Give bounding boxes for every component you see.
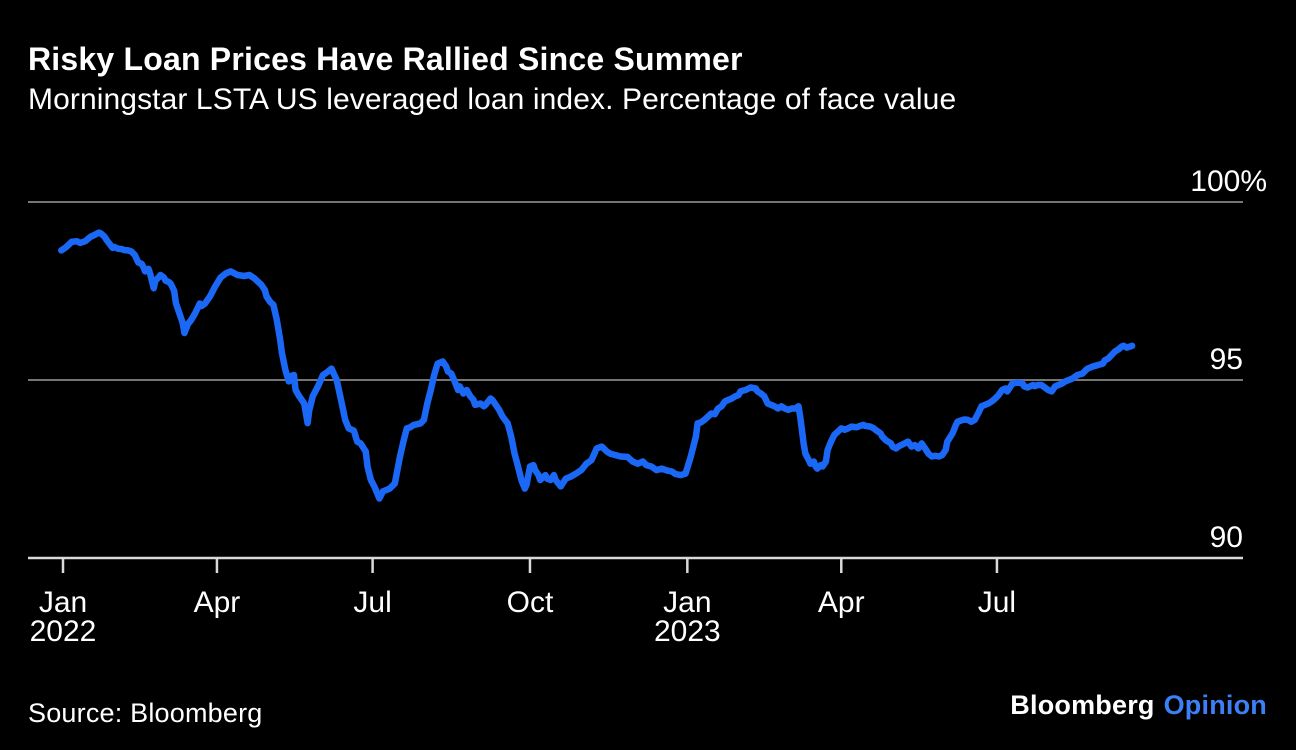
- loan-index-line: [58, 229, 1136, 502]
- x-axis-year-label: 2022: [30, 615, 97, 648]
- chart-subtitle: Morningstar LSTA US leveraged loan index…: [28, 83, 957, 116]
- y-axis-label: 95: [1210, 343, 1243, 376]
- x-axis-month-label: Apr: [194, 586, 241, 619]
- y-axis-label: 90: [1210, 521, 1243, 554]
- brand-bloomberg-text: Bloomberg: [1010, 690, 1155, 720]
- gridlines: [28, 201, 1243, 560]
- chart-title: Risky Loan Prices Have Rallied Since Sum…: [28, 41, 743, 77]
- x-axis-month-label: Jan: [663, 586, 711, 619]
- x-axis: [61, 558, 999, 573]
- source-label: Source: Bloomberg: [28, 698, 263, 728]
- x-axis-month-label: Jan: [39, 586, 87, 619]
- x-axis-month-label: Jul: [978, 586, 1016, 619]
- brand-opinion-text: Opinion: [1163, 690, 1267, 720]
- x-axis-month-label: Oct: [507, 586, 554, 619]
- x-axis-year-label: 2023: [654, 615, 721, 648]
- x-axis-month-label: Apr: [818, 586, 865, 619]
- y-axis-label: 100%: [1190, 165, 1267, 198]
- x-axis-month-label: Jul: [353, 586, 391, 619]
- series-lines: [58, 229, 1136, 502]
- bloomberg-opinion-logo: Bloomberg Opinion: [1010, 690, 1267, 721]
